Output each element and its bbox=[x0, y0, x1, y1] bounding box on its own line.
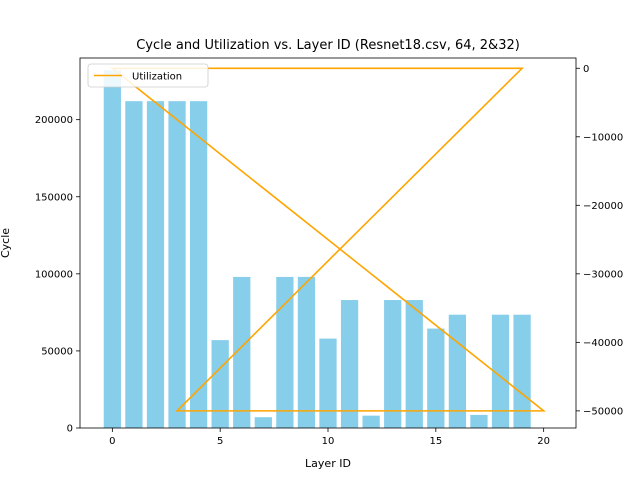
bar bbox=[427, 328, 445, 428]
bar bbox=[319, 338, 337, 428]
legend-box bbox=[87, 63, 209, 88]
x-axis-ticks: 0 5 10 15 20 bbox=[109, 428, 550, 447]
legend-label-utilization: Utilization bbox=[132, 72, 182, 83]
bar bbox=[146, 101, 165, 429]
y-tick-label: 100000 bbox=[35, 269, 73, 280]
x-tick-label: 10 bbox=[322, 436, 335, 447]
legend: Utilization bbox=[87, 63, 209, 88]
y2-tick-label: −20000 bbox=[583, 201, 623, 212]
bar bbox=[470, 414, 488, 428]
bar bbox=[276, 276, 294, 428]
y-tick-label: 200000 bbox=[35, 115, 73, 126]
bar bbox=[513, 314, 531, 428]
y2-tick-label: −30000 bbox=[583, 269, 623, 280]
y2-axis-ticks: 0 −10000 −20000 −30000 −40000 −50000 bbox=[576, 64, 623, 417]
bars-layer bbox=[103, 70, 531, 429]
bar bbox=[233, 276, 251, 428]
bar bbox=[384, 300, 402, 428]
bar bbox=[362, 415, 380, 428]
bar bbox=[211, 340, 229, 428]
chart-title: Cycle and Utilization vs. Layer ID (Resn… bbox=[136, 38, 520, 53]
bar bbox=[103, 70, 121, 428]
x-tick-label: 15 bbox=[429, 436, 442, 447]
x-tick-label: 0 bbox=[109, 436, 115, 447]
y2-tick-label: 0 bbox=[583, 64, 589, 75]
bar bbox=[297, 276, 316, 428]
y-axis-label: Cycle bbox=[0, 228, 12, 258]
bar bbox=[254, 417, 272, 428]
bar bbox=[491, 314, 510, 428]
bar bbox=[340, 300, 359, 428]
x-tick-label: 20 bbox=[537, 436, 550, 447]
bar bbox=[448, 314, 467, 428]
y-axis-ticks: 0 50000 100000 150000 200000 bbox=[35, 115, 80, 435]
y-tick-label: 50000 bbox=[41, 346, 73, 357]
y-tick-label: 0 bbox=[67, 424, 73, 435]
x-tick-label: 5 bbox=[217, 436, 223, 447]
y2-tick-label: −50000 bbox=[583, 406, 623, 417]
y-tick-label: 150000 bbox=[35, 192, 73, 203]
bar bbox=[189, 101, 208, 429]
y2-tick-label: −40000 bbox=[583, 338, 623, 349]
y2-tick-label: −10000 bbox=[583, 132, 623, 143]
bar bbox=[405, 300, 423, 428]
bar bbox=[125, 101, 143, 429]
bar bbox=[168, 101, 186, 429]
x-axis-label: Layer ID bbox=[305, 457, 351, 470]
